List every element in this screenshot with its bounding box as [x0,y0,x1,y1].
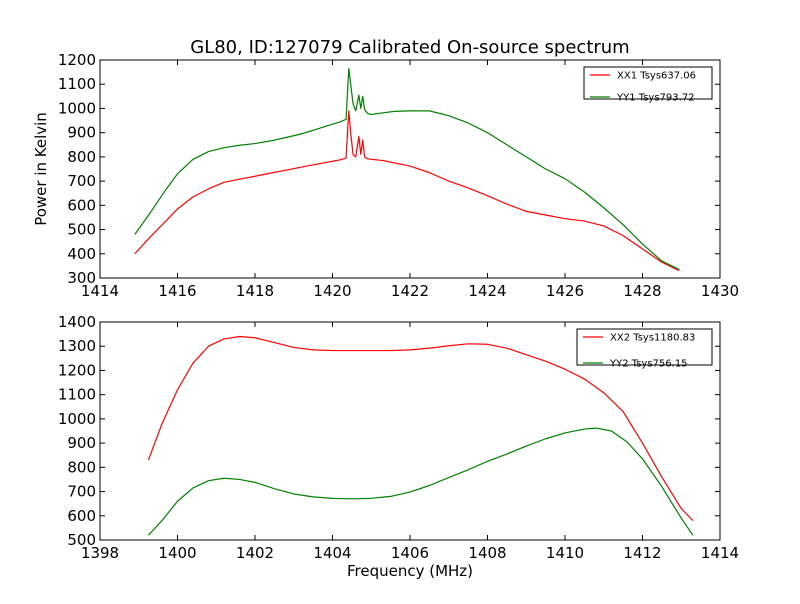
legend: XX1 Tsys637.06 YY1 Tsys793.72 [583,66,713,104]
x-tick-label: 1398 [81,544,119,562]
y-tick-label: 800 [67,458,96,476]
y-tick-label: 1400 [58,313,96,331]
y-tick-label: 1100 [58,386,96,404]
y-tick-label: 400 [67,245,96,263]
legend-label: YY1 Tsys793.72 [616,93,695,104]
y-tick-label: 800 [67,148,96,166]
x-tick-label: 1406 [391,544,429,562]
series-line-2-1 [147,335,694,522]
x-tick-label: 1430 [701,282,739,300]
x-tick-label: 1428 [623,282,661,300]
figure-title: GL80, ID:127079 Calibrated On-source spe… [190,37,629,58]
x-tick-label: 1412 [623,544,661,562]
x-tick-label: 1422 [391,282,429,300]
legend: XX2 Tsys1180.83 YY2 Tsys756.15 [576,328,713,370]
series-line-1-2 [134,67,680,271]
legend-label: XX1 Tsys637.06 [617,71,696,82]
x-tick-label: 1408 [468,544,506,562]
series-line-1-1 [134,110,680,272]
x-tick-label: 1414 [81,282,119,300]
x-axis-title: Frequency (MHz) [347,562,473,580]
x-tick-label: 1414 [701,544,739,562]
series-lines [147,335,694,536]
x-tick-label: 1404 [313,544,351,562]
y-tick-label: 900 [67,124,96,142]
y-tick-label: 1200 [58,51,96,69]
y-tick-label: 600 [67,507,96,525]
x-tick-label: 1426 [546,282,584,300]
x-tick-label: 1418 [236,282,274,300]
x-tick-label: 1410 [546,544,584,562]
y-tick-label: 500 [67,221,96,239]
series-line-2-2 [148,427,694,536]
y-tick-label: 1000 [58,99,96,117]
x-tick-label: 1416 [158,282,196,300]
plot-panel-2: 1398 1400 1402 1404 1406 1408 1410 1412 1414 500 6… [58,313,739,562]
plots-group: 1414 1416 1418 1420 1422 1424 1426 1428 1430 300 4… [58,51,739,562]
y-tick-label: 1100 [58,75,96,93]
y-tick-label: 900 [67,434,96,452]
y-tick-label: 1200 [58,361,96,379]
y-tick-label: 600 [67,196,96,214]
legend-box [583,66,713,100]
y-tick-label: 700 [67,172,96,190]
plot-panel-1: 1414 1416 1418 1420 1422 1424 1426 1428 1430 300 4… [58,51,739,300]
y-tick-label: 1000 [58,410,96,428]
y-axis-title: Power in Kelvin [32,112,50,226]
y-tick-label: 700 [67,483,96,501]
legend-box [576,328,713,366]
y-tick-label: 300 [67,269,96,287]
y-tick-label: 1300 [58,337,96,355]
legend-label: XX2 Tsys1180.83 [610,333,695,344]
x-tick-label: 1424 [468,282,506,300]
x-tick-label: 1420 [313,282,351,300]
legend-label: YY2 Tsys756.15 [609,359,688,370]
x-tick-label: 1400 [158,544,196,562]
series-lines [134,67,680,272]
x-tick-label: 1402 [236,544,274,562]
y-tick-label: 500 [67,531,96,549]
